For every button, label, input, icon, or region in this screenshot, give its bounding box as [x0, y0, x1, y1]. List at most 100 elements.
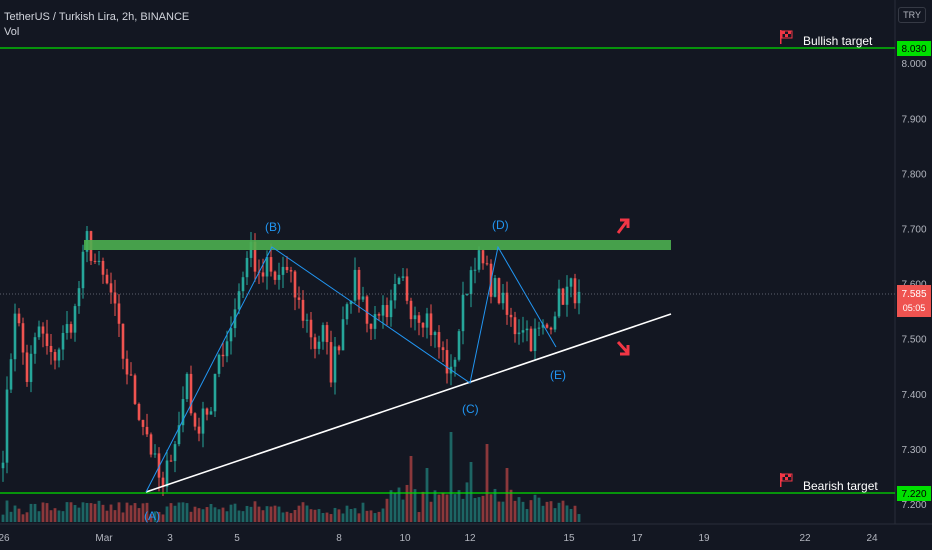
volume-bar: [477, 497, 481, 522]
volume-bar: [549, 501, 553, 522]
wave-label-a: (A): [144, 509, 160, 523]
candle-body: [385, 305, 389, 318]
volume-bar: [153, 511, 157, 522]
candle-body: [225, 341, 229, 357]
volume-bar: [353, 508, 357, 522]
candle-body: [261, 272, 265, 277]
volume-bar: [365, 510, 369, 522]
volume-bar: [369, 510, 373, 522]
candle-body: [293, 271, 297, 298]
candle-body: [141, 419, 145, 427]
volume-bar: [401, 499, 405, 522]
candle-body: [297, 297, 301, 300]
candle-body: [29, 353, 33, 382]
volume-bar: [429, 501, 433, 522]
candle-body: [101, 260, 105, 275]
currency-badge[interactable]: TRY: [898, 7, 926, 23]
candle-body: [117, 303, 121, 324]
symbol-title[interactable]: TetherUS / Turkish Lira, 2h, BINANCE: [4, 11, 190, 23]
candle-body: [189, 373, 193, 414]
volume-bar: [341, 513, 345, 522]
candle-body: [453, 359, 457, 367]
candle-body: [161, 477, 165, 487]
volume-bar: [505, 468, 509, 522]
y-tick-label: 7.700: [901, 225, 926, 236]
volume-bar: [33, 503, 37, 522]
volume-bar: [57, 510, 61, 522]
volume-bar: [525, 509, 529, 522]
candle-body: [485, 263, 489, 265]
candle-body: [321, 325, 325, 342]
volume-bar: [1, 514, 5, 522]
wave-label-c: (C): [462, 402, 479, 416]
candle-body: [253, 241, 257, 272]
volume-bar: [305, 505, 309, 522]
candle-body: [409, 300, 413, 320]
candle-body: [181, 399, 185, 426]
candle-body: [113, 292, 117, 304]
volume-bar: [521, 501, 525, 522]
candle-body: [53, 352, 57, 361]
candle-body: [477, 250, 481, 270]
candle-body: [21, 323, 25, 353]
bullish-target-label: Bullish target: [803, 34, 873, 48]
volume-indicator-label[interactable]: Vol: [4, 26, 20, 38]
volume-bar: [257, 506, 261, 522]
volume-bar: [517, 497, 521, 522]
bullish-level-text: 8.030: [901, 44, 926, 55]
candle-body: [445, 350, 449, 374]
x-tick-label: 5: [234, 533, 240, 544]
volume-bar: [129, 505, 133, 522]
volume-bar: [113, 510, 117, 522]
volume-bar: [377, 511, 381, 522]
candle-body: [457, 331, 461, 360]
candle-body: [469, 270, 473, 295]
volume-bar: [229, 504, 233, 522]
volume-bar: [141, 503, 145, 522]
volume-bar: [193, 506, 197, 522]
candle-body: [165, 460, 169, 487]
candle-body: [185, 373, 189, 400]
volume-bar: [245, 505, 249, 522]
candle-body: [473, 269, 477, 271]
wave-label-d: (D): [492, 218, 509, 232]
volume-bar: [97, 500, 101, 522]
candle-body: [25, 352, 29, 382]
candle-body: [421, 322, 425, 328]
volume-bar: [173, 505, 177, 522]
volume-bar: [121, 512, 125, 522]
candle-body: [269, 257, 273, 272]
volume-bar: [205, 507, 209, 522]
volume-bar: [61, 511, 65, 522]
candle-body: [213, 373, 217, 412]
volume-bar: [293, 509, 297, 522]
volume-bar: [77, 507, 81, 522]
volume-bar: [485, 444, 489, 522]
candle-body: [405, 276, 409, 301]
candle-body: [525, 328, 529, 331]
volume-bar: [349, 508, 353, 522]
candle-body: [389, 300, 393, 318]
volume-bar: [53, 508, 57, 522]
volume-bar: [189, 511, 193, 522]
volume-bar: [313, 509, 317, 522]
volume-bar: [117, 502, 121, 522]
volume-bar: [261, 510, 265, 522]
candle-body: [305, 319, 309, 321]
candle-body: [93, 260, 97, 262]
volume-bar: [533, 494, 537, 522]
volume-bar: [553, 508, 557, 522]
y-tick-label: 7.500: [901, 335, 926, 346]
candle-body: [517, 332, 521, 335]
volume-bar: [437, 494, 441, 522]
candle-body: [313, 337, 317, 349]
volume-bar: [449, 432, 453, 522]
candle-body: [105, 274, 109, 284]
candle-body: [333, 346, 337, 383]
volume-bar: [165, 506, 169, 522]
y-tick-label: 8.000: [901, 59, 926, 70]
candle-body: [329, 342, 333, 383]
volume-bar: [221, 507, 225, 522]
